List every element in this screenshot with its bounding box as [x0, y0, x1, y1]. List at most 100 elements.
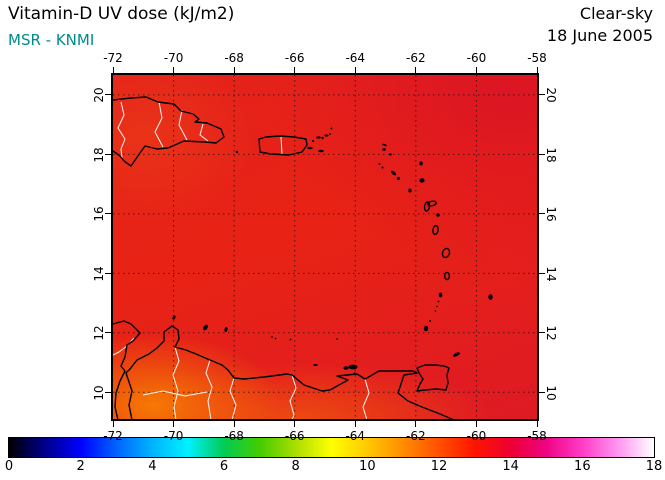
island-curacao	[203, 324, 208, 331]
border-venezuela-internal-6	[142, 390, 208, 397]
lat-tick-label-right: 10	[544, 385, 558, 401]
lon-tick-label-top: -72	[103, 51, 123, 65]
colorbar-tick-label: 8	[291, 459, 300, 474]
lat-tick-label-left: 10	[92, 385, 106, 401]
border-venezuela-internal-4	[289, 374, 297, 419]
island-st-kitts	[390, 170, 397, 176]
source-label: MSR - KNMI	[8, 31, 95, 49]
island-st-vincent	[438, 292, 443, 298]
axis-tick-bottom	[536, 421, 538, 427]
axis-tick-right	[539, 332, 545, 334]
island-margarita-west	[343, 366, 349, 370]
border-colombia-venezuela	[113, 337, 135, 356]
island-bonaire	[224, 327, 228, 332]
island-mona	[235, 150, 239, 154]
island-barbuda	[419, 161, 423, 166]
axis-tick-top	[354, 67, 356, 73]
island-grenada	[423, 325, 429, 332]
lon-tick-label-bottom: -72	[103, 429, 123, 443]
axis-tick-top	[233, 67, 235, 73]
coastlines	[113, 96, 454, 419]
island-la-blanquilla	[336, 338, 338, 340]
lon-tick-label-top: -60	[466, 51, 487, 65]
lon-tick-label-top: -64	[345, 51, 366, 65]
axis-tick-bottom	[294, 421, 296, 427]
island-st-john	[321, 136, 324, 140]
island-virgin-gorda	[329, 133, 331, 135]
colorbar-tick-label: 14	[502, 459, 519, 474]
lon-tick-label-bottom: -64	[345, 429, 366, 443]
lon-tick-label-top: -70	[163, 51, 184, 65]
island-coche	[353, 372, 356, 374]
border-puerto-rico-internal	[280, 136, 283, 155]
border-venezuela-internal-1	[172, 346, 180, 419]
island-st-eustatius	[381, 166, 384, 169]
colorbar-tick-label: 18	[645, 459, 663, 474]
island-carriacou	[429, 320, 431, 322]
lon-tick-label-top: -68	[224, 51, 244, 65]
political-borders	[113, 101, 370, 419]
axis-tick-right	[539, 153, 545, 155]
lon-tick-label-bottom: -60	[466, 429, 487, 443]
axis-tick-left	[105, 213, 111, 215]
lat-tick-label-left: 20	[92, 87, 106, 104]
island-la-tortuga	[313, 364, 318, 366]
coastline-puerto-rico	[258, 135, 308, 156]
axis-tick-top	[475, 67, 477, 73]
axis-tick-left	[105, 94, 111, 96]
axis-tick-right	[539, 213, 545, 215]
lon-tick-label-top: -66	[284, 51, 305, 65]
lat-tick-label-left: 18	[92, 147, 106, 163]
border-venezuela-internal-2	[205, 359, 213, 419]
island-saba	[378, 163, 381, 165]
coastline-trinidad	[416, 364, 450, 392]
map-plot	[111, 73, 539, 421]
colorbar-tick-label: 6	[219, 459, 229, 474]
border-hispaniola-internal-1	[154, 101, 164, 148]
page-title: Vitamin-D UV dose (kJ/m2)	[8, 4, 235, 24]
lon-tick-label-top: -62	[406, 51, 426, 65]
island-barbados	[488, 294, 493, 300]
coastline-guadeloupe-west	[423, 201, 431, 212]
island-vieques	[307, 146, 313, 150]
island-anguilla	[382, 143, 387, 147]
colorbar	[8, 437, 655, 458]
lon-tick-label-bottom: -70	[163, 429, 184, 443]
coastline-south-america-west	[113, 320, 141, 419]
island-los-roques-1	[271, 336, 273, 338]
map-svg	[113, 75, 537, 419]
colorbar-gradient	[9, 438, 654, 457]
island-antigua	[419, 178, 425, 183]
coastline-martinique	[441, 247, 451, 259]
island-anegada	[330, 127, 333, 130]
island-grenadines-1	[436, 305, 438, 308]
axis-tick-top	[536, 67, 538, 73]
axis-tick-right	[539, 272, 545, 274]
axis-tick-left	[105, 391, 111, 393]
axis-tick-left	[105, 272, 111, 274]
colorbar-tick-label: 2	[76, 459, 85, 474]
island-marie-galante	[436, 213, 440, 217]
island-st-martin	[382, 148, 386, 151]
axis-tick-right	[539, 391, 545, 393]
axis-tick-top	[112, 67, 114, 73]
axis-tick-right	[539, 94, 545, 96]
lon-tick-label-bottom: -66	[284, 429, 305, 443]
axis-tick-bottom	[354, 421, 356, 427]
lon-tick-label-bottom: -58	[527, 429, 547, 443]
coastline-hispaniola	[113, 96, 225, 167]
axis-tick-left	[105, 332, 111, 334]
border-venezuela-internal-5	[362, 378, 370, 419]
coastline-st-lucia	[443, 271, 451, 281]
axis-tick-bottom	[415, 421, 417, 427]
lon-tick-label-top: -58	[527, 51, 547, 65]
island-margarita-east	[348, 364, 358, 370]
island-la-orchila	[289, 338, 292, 341]
lat-tick-label-right: 12	[544, 325, 558, 341]
colorbar-tick-label: 4	[148, 459, 157, 474]
colorbar-tick-label: 0	[4, 459, 14, 474]
axis-tick-left	[105, 153, 111, 155]
axis-tick-bottom	[173, 421, 175, 427]
grid-lines	[113, 75, 537, 419]
